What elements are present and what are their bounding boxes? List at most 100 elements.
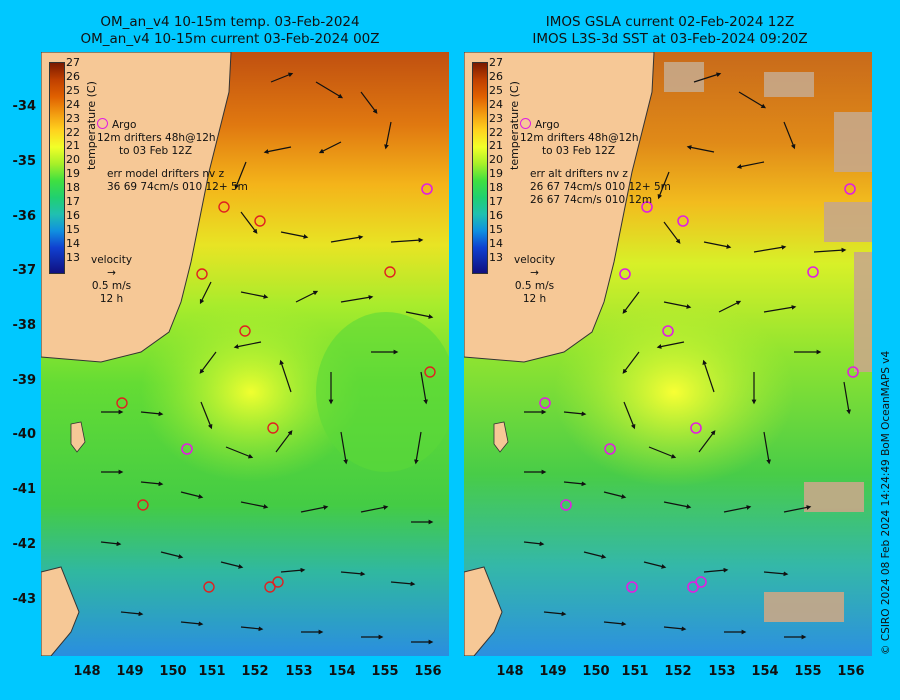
right-title: IMOS GSLA current 02-Feb-2024 12Z IMOS L… — [455, 14, 885, 48]
error-line: err model drifters nv z — [107, 168, 225, 180]
error-line: 26 67 74cm/s 010 12+ 5m — [530, 181, 671, 193]
colorbar-tick: 20 — [66, 153, 80, 167]
colorbar-tick: 20 — [489, 153, 503, 167]
map-legend: Argo 12m drifters 48h@12h to 03 Feb 12Z — [520, 118, 639, 158]
lon-tick: 149 — [116, 664, 144, 679]
right-map-field — [464, 52, 872, 656]
argo-ring-icon — [520, 118, 531, 129]
colorbar-tick: 25 — [489, 83, 503, 97]
lat-tick: -35 — [12, 154, 37, 169]
colorbar-tick: 15 — [489, 222, 503, 236]
left-title-line2: OM_an_v4 10-15m current 03-Feb-2024 00Z — [80, 31, 380, 47]
error-line: err alt drifters nv z — [530, 168, 628, 180]
lon-tick: 154 — [328, 664, 356, 679]
colorbar-tick: 17 — [66, 195, 80, 209]
lat-tick: -34 — [12, 99, 37, 114]
colorbar-tick: 26 — [66, 69, 80, 83]
colorbar-tick: 16 — [66, 208, 80, 222]
argo-markers — [539, 183, 859, 593]
legend-drifters: 12m drifters 48h@12h — [97, 132, 216, 144]
lon-tick: 151 — [198, 664, 226, 679]
colorbar-tick: 23 — [66, 111, 80, 125]
lon-tick: 155 — [794, 664, 822, 679]
colorbar-tick: 24 — [489, 97, 503, 111]
lon-tick: 155 — [371, 664, 399, 679]
colorbar-tick: 22 — [66, 125, 80, 139]
lat-tick: -42 — [12, 537, 37, 552]
current-vectors — [100, 72, 434, 645]
right-map-panel[interactable]: 27 26 25 24 23 22 21 20 19 18 17 16 15 1… — [464, 52, 872, 656]
lon-tick: 150 — [582, 664, 610, 679]
colorbar-tick: 19 — [489, 167, 503, 181]
error-stats: err alt drifters nv z 26 67 74cm/s 010 1… — [530, 168, 671, 207]
colorbar-ticks: 27 26 25 24 23 22 21 20 19 18 17 16 15 1… — [66, 56, 80, 265]
argo-ring-icon — [97, 118, 108, 129]
velocity-scale: velocity → 0.5 m/s 12 h — [514, 254, 556, 305]
colorbar-tick: 27 — [489, 56, 503, 69]
left-map-field — [41, 52, 449, 656]
lon-tick: 149 — [539, 664, 567, 679]
current-vectors — [523, 72, 851, 640]
lon-tick: 152 — [664, 664, 692, 679]
lat-tick: -41 — [12, 482, 37, 497]
argo-markers — [181, 183, 433, 455]
lon-tick: 150 — [159, 664, 187, 679]
scale-arrow-icon: → — [530, 267, 539, 279]
colorbar-tick: 15 — [66, 222, 80, 236]
left-title: OM_an_v4 10-15m temp. 03-Feb-2024 OM_an_… — [15, 14, 445, 48]
lon-tick: 148 — [73, 664, 101, 679]
right-title-line2: IMOS L3S-3d SST at 03-Feb-2024 09:20Z — [532, 31, 808, 47]
map-legend: Argo 12m drifters 48h@12h to 03 Feb 12Z — [97, 118, 216, 158]
colorbar-ticks: 27 26 25 24 23 22 21 20 19 18 17 16 15 1… — [489, 56, 503, 265]
colorbar-tick: 23 — [489, 111, 503, 125]
colorbar-tick: 27 — [66, 56, 80, 69]
credit-text: © CSIRO 2024 08 Feb 2024 14:24:49 BoM Oc… — [880, 350, 892, 655]
error-line: 36 69 74cm/s 010 12+ 5m — [107, 181, 248, 193]
lon-tick: 151 — [621, 664, 649, 679]
colorbar-tick: 18 — [66, 181, 80, 195]
colorbar-tick: 25 — [66, 83, 80, 97]
legend-drifters-to: to 03 Feb 12Z — [542, 145, 616, 157]
cloud-mask — [484, 62, 872, 622]
colorbar-tick: 14 — [66, 236, 80, 250]
lon-tick: 153 — [285, 664, 313, 679]
velocity-scale: velocity → 0.5 m/s 12 h — [91, 254, 133, 305]
error-line: 26 67 74cm/s 010 12m — [530, 194, 653, 206]
error-stats: err model drifters nv z 36 69 74cm/s 010… — [107, 168, 248, 194]
scale-arrow-icon: → — [107, 267, 116, 279]
colorbar-tick: 18 — [489, 181, 503, 195]
left-map-panel[interactable]: 27 26 25 24 23 22 21 20 19 18 17 16 15 1… — [41, 52, 449, 656]
legend-drifters: 12m drifters 48h@12h — [520, 132, 639, 144]
temperature-colorbar — [49, 62, 65, 274]
legend-argo: Argo — [520, 118, 639, 132]
colorbar-tick: 24 — [66, 97, 80, 111]
colorbar-tick: 19 — [66, 167, 80, 181]
lat-tick: -43 — [12, 592, 37, 607]
colorbar-tick: 17 — [489, 195, 503, 209]
lat-tick: -40 — [12, 427, 37, 442]
left-title-line1: OM_an_v4 10-15m temp. 03-Feb-2024 — [100, 14, 360, 30]
lon-tick: 152 — [241, 664, 269, 679]
lat-tick: -39 — [12, 373, 37, 388]
colorbar-tick: 13 — [66, 250, 80, 264]
colorbar-tick: 13 — [489, 250, 503, 264]
legend-argo: Argo — [97, 118, 216, 132]
lon-tick: 148 — [496, 664, 524, 679]
colorbar-tick: 22 — [489, 125, 503, 139]
colorbar-tick: 16 — [489, 208, 503, 222]
lon-tick: 154 — [751, 664, 779, 679]
colorbar-tick: 21 — [489, 139, 503, 153]
drifter-markers — [116, 201, 436, 593]
colorbar-tick: 14 — [489, 236, 503, 250]
lon-tick: 153 — [708, 664, 736, 679]
lat-tick: -36 — [12, 209, 37, 224]
lat-tick: -37 — [12, 263, 37, 278]
colorbar-tick: 21 — [66, 139, 80, 153]
temperature-colorbar — [472, 62, 488, 274]
lon-tick: 156 — [837, 664, 865, 679]
legend-drifters-to: to 03 Feb 12Z — [119, 145, 193, 157]
lat-tick: -38 — [12, 318, 37, 333]
colorbar-tick: 26 — [489, 69, 503, 83]
lon-tick: 156 — [414, 664, 442, 679]
right-title-line1: IMOS GSLA current 02-Feb-2024 12Z — [545, 14, 795, 30]
